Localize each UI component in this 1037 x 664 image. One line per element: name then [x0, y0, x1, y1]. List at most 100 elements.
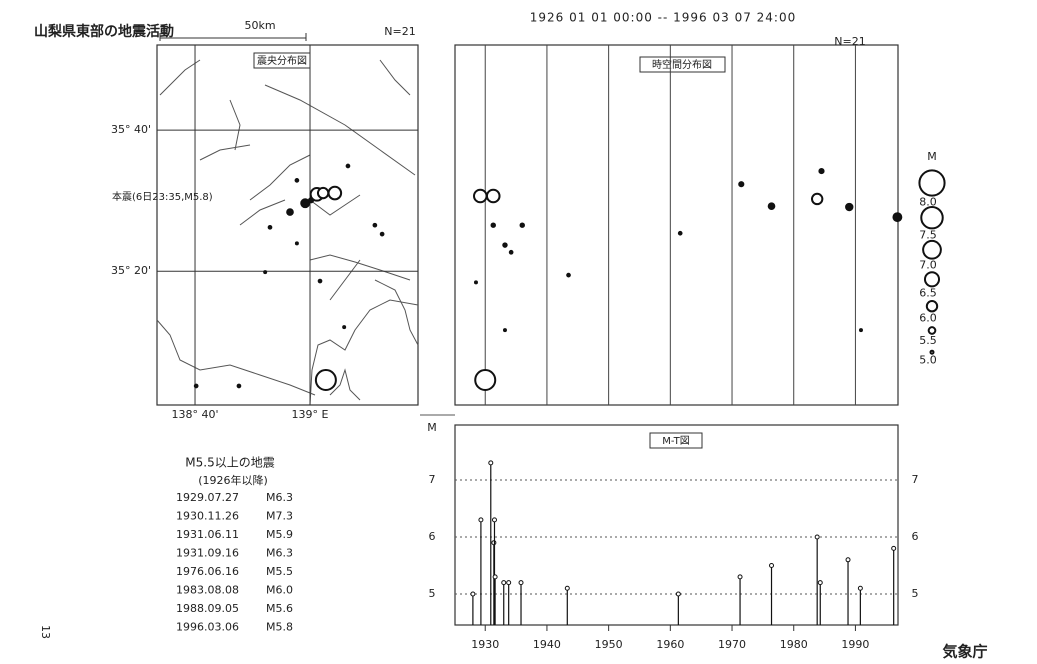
legend-title: M — [927, 150, 937, 163]
event — [485, 188, 501, 204]
coastline — [329, 368, 361, 401]
epicenter — [263, 270, 268, 275]
epicenter — [345, 163, 351, 169]
epicenter — [300, 198, 311, 209]
spacetime-frame — [454, 44, 899, 406]
fault — [379, 59, 411, 96]
legend-label: 7.0 — [919, 259, 937, 272]
x-tick-label: 1990 — [841, 638, 869, 651]
x-tick-label: 1950 — [595, 638, 623, 651]
epicenter — [294, 241, 299, 246]
event — [508, 249, 514, 255]
legend-symbol — [918, 169, 946, 197]
stem-head — [488, 460, 494, 466]
spacetime-title-box — [639, 56, 726, 73]
coastline — [309, 299, 419, 406]
legend-symbol — [925, 300, 939, 313]
stem-head — [891, 545, 897, 551]
fault — [159, 59, 201, 96]
legend-label: 7.5 — [919, 228, 937, 241]
coastline — [374, 279, 419, 346]
list-magnitude: M5.8 — [266, 621, 293, 634]
x-tick-label: 139° E — [292, 408, 329, 421]
stem-head — [845, 557, 851, 563]
count-label: N=21 — [384, 25, 415, 38]
stem-head — [470, 591, 476, 597]
fault — [239, 199, 286, 226]
fault — [249, 154, 311, 201]
y-tick-label: 35° 20' — [111, 264, 151, 277]
event — [490, 222, 496, 228]
y-tick-label: 6 — [429, 530, 436, 543]
stem-head — [817, 580, 823, 586]
epicenter — [193, 383, 199, 389]
map-lines — [156, 59, 419, 406]
legend-label: 6.0 — [919, 311, 937, 324]
event — [845, 202, 854, 212]
stem-head — [737, 574, 743, 580]
fault — [329, 259, 361, 301]
stem-head — [814, 534, 820, 540]
legend-label: 5.5 — [919, 334, 937, 347]
event — [473, 188, 488, 204]
event — [677, 230, 683, 236]
y-tick-label-right: 5 — [912, 587, 919, 600]
y-tick-label-right: 7 — [912, 473, 919, 486]
list-date: 1988.09.05 — [176, 602, 239, 615]
epicenter — [286, 208, 294, 216]
x-tick-label: 1980 — [780, 638, 808, 651]
legend-label: 5.0 — [919, 354, 937, 367]
x-tick-label: 138° 40' — [172, 408, 219, 421]
y-tick-label: 35° 40' — [111, 123, 151, 136]
stem-head — [491, 517, 497, 523]
list-magnitude: M7.3 — [266, 510, 293, 523]
stem-head — [564, 585, 570, 591]
event — [818, 167, 825, 175]
event — [810, 192, 824, 206]
list-magnitude: M5.5 — [266, 565, 293, 578]
y-tick-label-right: 6 — [912, 530, 919, 543]
list-date: 1931.09.16 — [176, 547, 239, 560]
event — [473, 280, 478, 285]
list-magnitude: M5.9 — [266, 528, 293, 541]
list-date: 1930.11.26 — [176, 510, 239, 523]
event — [502, 242, 508, 248]
stem-head — [491, 540, 497, 546]
stem-head — [769, 562, 775, 568]
fault — [264, 84, 416, 176]
epicenter — [317, 278, 323, 284]
annotation: 本震(6日23:35,M5.8) — [112, 190, 213, 203]
epicenter — [294, 178, 300, 183]
legend-symbol — [920, 205, 944, 230]
count-label: N=21 — [834, 35, 865, 48]
list-date: 1996.03.06 — [176, 621, 239, 634]
list-subtitle: (1926年以降) — [198, 473, 268, 487]
stem-head — [675, 591, 681, 597]
y-tick-label: 7 — [429, 473, 436, 486]
y-tick-label: 5 — [429, 587, 436, 600]
stem-head — [492, 574, 498, 580]
list-title: M5.5以上の地震 — [185, 456, 274, 470]
epicenter — [327, 185, 343, 201]
fault — [199, 144, 251, 161]
page-title: 山梨県東部の地震活動 — [34, 23, 174, 40]
legend-symbol — [927, 326, 937, 335]
epicenter — [379, 231, 385, 237]
event — [767, 202, 776, 211]
legend-symbol — [929, 349, 935, 355]
list-magnitude: M5.6 — [266, 602, 293, 615]
list-magnitude: M6.0 — [266, 584, 293, 597]
event — [474, 369, 497, 392]
x-tick-label: 1940 — [533, 638, 561, 651]
legend-label: 8.0 — [919, 196, 937, 209]
map-frame — [156, 44, 419, 406]
list-date: 1983.08.08 — [176, 584, 239, 597]
stem-head — [857, 585, 863, 591]
x-tick-label: 1930 — [471, 638, 499, 651]
event — [502, 328, 507, 333]
list-rows: 1929.07.27 M6.3 1930.11.26 M7.3 1931.06.11 M5… — [176, 491, 293, 634]
event — [566, 272, 571, 278]
stem-head — [506, 580, 512, 586]
